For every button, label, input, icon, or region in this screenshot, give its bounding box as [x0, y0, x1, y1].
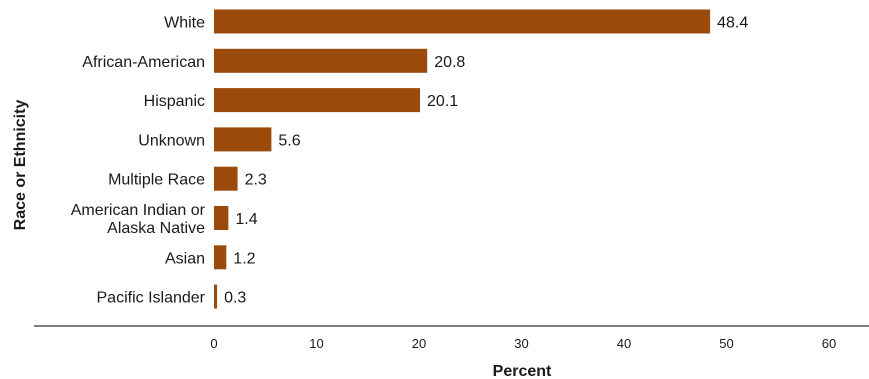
y-axis-title: Race or Ethnicity [12, 100, 29, 231]
x-axis-title: Percent [493, 363, 552, 379]
value-labels: 48.4 20.8 20.1 5.6 2.3 1.4 1.2 0.3 [224, 15, 748, 307]
category-label: Hispanic [144, 93, 205, 110]
value-label: 1.2 [233, 250, 255, 267]
category-label: Pacific Islander [97, 290, 206, 307]
value-label: 20.1 [427, 93, 458, 110]
category-label: White [164, 15, 205, 32]
category-label-line: American Indian or [71, 202, 206, 219]
category-label-line: White [164, 15, 205, 32]
value-label: 0.3 [224, 290, 246, 307]
category-label-line: African-American [82, 54, 205, 71]
bar [214, 127, 272, 152]
value-label: 5.6 [278, 132, 300, 149]
category-label-line: Alaska Native [107, 220, 205, 237]
x-tick-labels: 0 10 20 30 40 50 60 [210, 336, 836, 351]
value-label: 2.3 [245, 172, 267, 189]
category-label: African-American [82, 54, 205, 71]
category-labels: White African-American Hispanic Unknown Mult… [71, 15, 206, 307]
category-label-line: Multiple Race [108, 172, 205, 189]
category-label: Asian [165, 250, 205, 267]
category-label: American Indian or Alaska Native [71, 202, 206, 237]
x-tick-label: 50 [719, 336, 733, 351]
category-label-line: Pacific Islander [97, 290, 206, 307]
x-tick-label: 40 [617, 336, 631, 351]
bar [214, 206, 229, 230]
value-label: 20.8 [434, 54, 465, 71]
bar [214, 48, 428, 73]
category-label-line: Unknown [138, 132, 205, 149]
bars-layer [214, 9, 711, 309]
category-label-line: Hispanic [144, 93, 205, 110]
bar [214, 284, 218, 309]
bar [214, 245, 227, 270]
category-label: Multiple Race [108, 172, 205, 189]
bar [214, 166, 238, 191]
x-tick-label: 30 [514, 336, 528, 351]
category-label-line: Asian [165, 250, 205, 267]
category-label: Unknown [138, 132, 205, 149]
value-label: 1.4 [235, 211, 257, 228]
value-label: 48.4 [717, 15, 748, 32]
bar [214, 88, 421, 113]
x-tick-label: 60 [822, 336, 836, 351]
x-tick-label: 10 [309, 336, 323, 351]
x-tick-label: 0 [210, 336, 217, 351]
x-tick-label: 20 [412, 336, 426, 351]
bar [214, 9, 711, 34]
